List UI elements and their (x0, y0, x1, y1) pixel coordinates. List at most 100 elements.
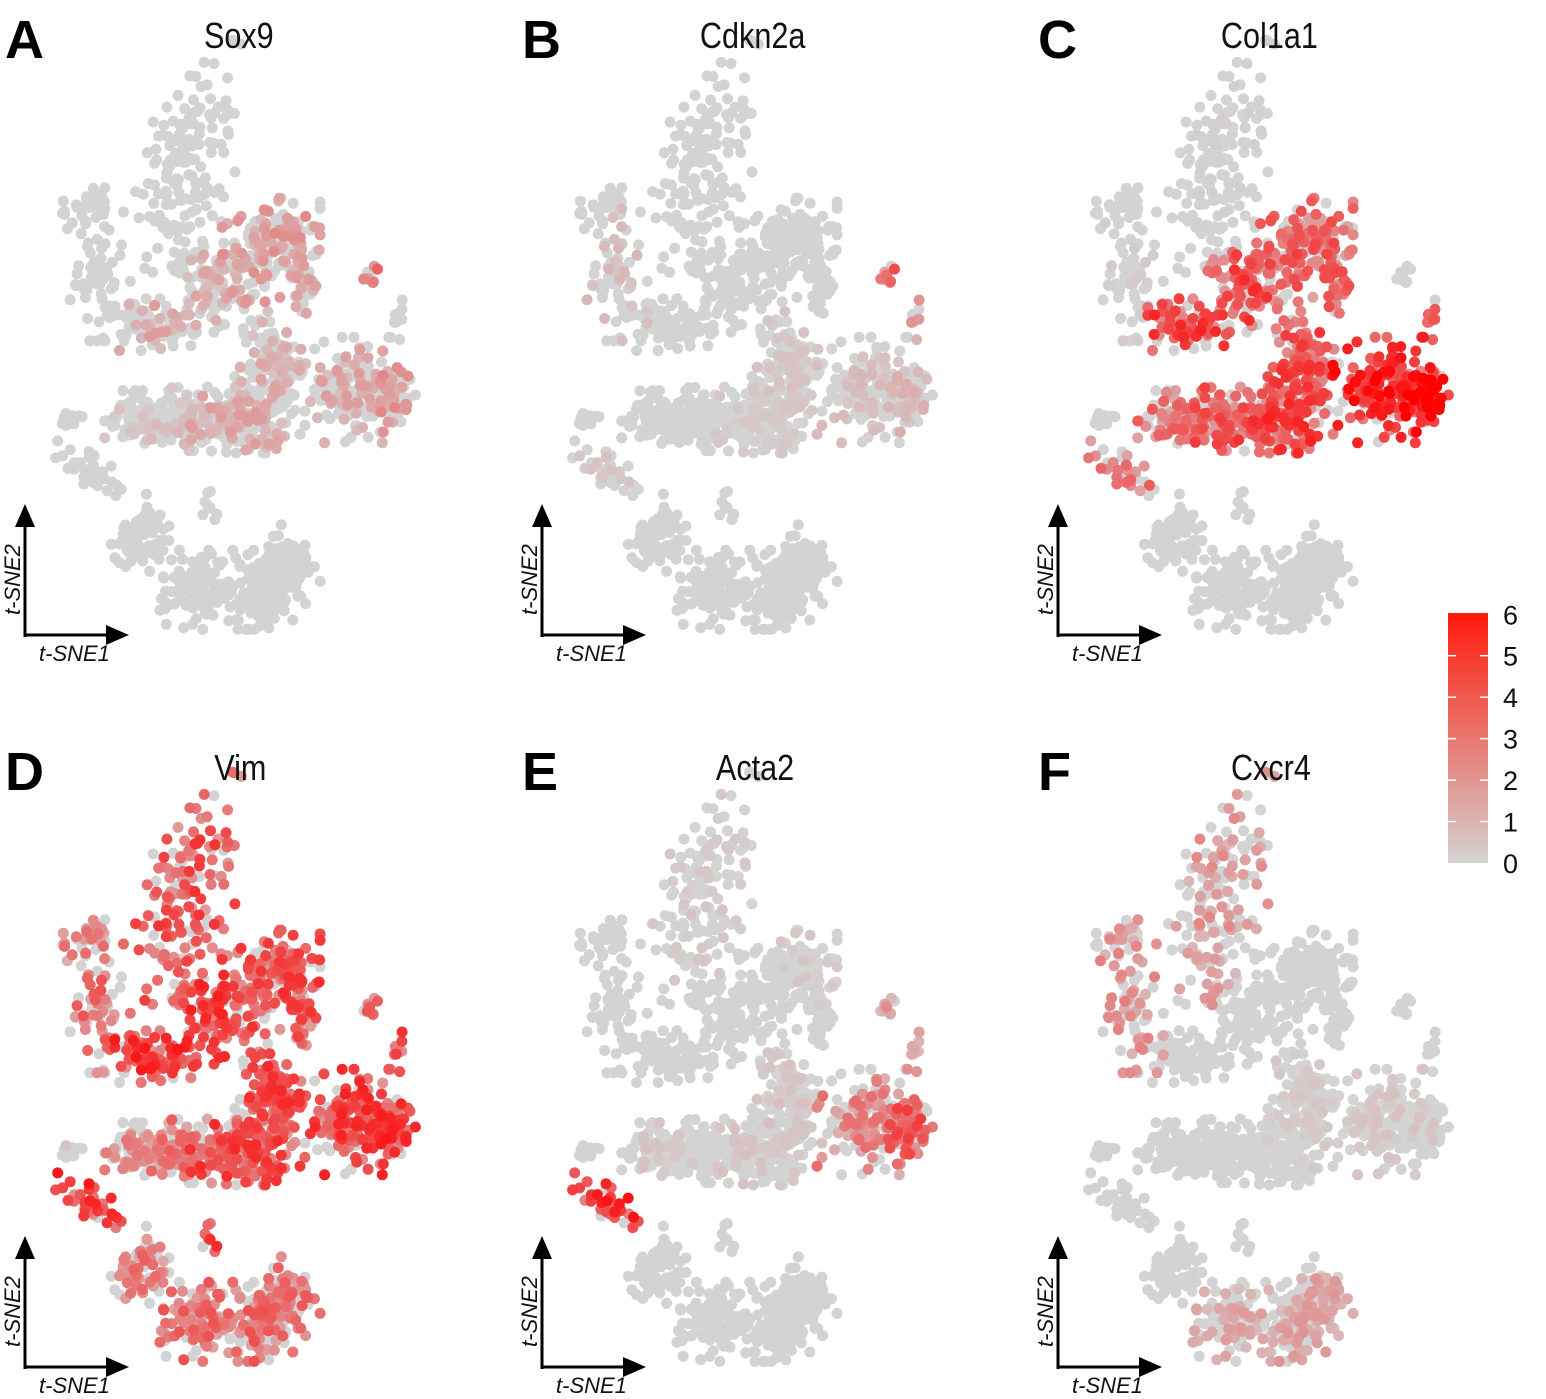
cell-point (1090, 195, 1102, 207)
cell-point (1275, 623, 1287, 635)
cell-point (195, 81, 207, 92)
cell-point (748, 435, 759, 447)
cell-point (218, 146, 230, 158)
cell-point (1297, 594, 1309, 606)
cell-point (1176, 540, 1188, 552)
cell-point (1146, 403, 1158, 415)
cell-point (882, 401, 894, 413)
cell-point (735, 285, 747, 297)
cell-point (1221, 601, 1233, 613)
cell-point (853, 401, 865, 413)
cell-point (136, 305, 148, 317)
cell-point (172, 427, 184, 439)
cell-point (749, 214, 761, 226)
cell-point (1251, 191, 1262, 203)
cell-point (183, 169, 195, 181)
cell-point (1136, 224, 1148, 236)
cell-point (269, 381, 281, 393)
cell-point (141, 147, 153, 159)
cell-point (1185, 242, 1197, 254)
cell-point (1228, 161, 1240, 173)
cell-point (298, 260, 310, 272)
cell-point (1153, 561, 1165, 572)
cell-point (291, 272, 303, 284)
cell-point (377, 370, 389, 381)
cell-point (263, 622, 275, 634)
cell-point (314, 575, 326, 587)
cell-point (1295, 306, 1307, 317)
cell-point (670, 209, 682, 221)
cell-point (206, 548, 217, 560)
cell-point (1310, 208, 1322, 220)
cell-point (817, 552, 829, 563)
cell-point (731, 556, 743, 568)
cell-point (631, 249, 643, 261)
cell-point (144, 211, 156, 223)
cell-point (714, 623, 726, 635)
cell-point (654, 188, 666, 200)
cell-point (158, 222, 170, 234)
cell-point (701, 70, 713, 82)
cell-point (206, 210, 218, 222)
cell-point (196, 583, 208, 595)
cell-point (1192, 603, 1204, 615)
cell-point (159, 603, 171, 615)
cell-point (809, 299, 821, 311)
cell-point (794, 401, 806, 413)
cell-point (164, 140, 176, 152)
cell-point (1232, 298, 1244, 310)
cell-point (757, 253, 768, 265)
cell-point (157, 571, 169, 583)
cell-point (781, 594, 793, 606)
cell-point (186, 566, 198, 578)
cell-point (689, 587, 701, 599)
cell-point (1253, 95, 1265, 107)
cell-point (1275, 228, 1287, 240)
cell-point (1223, 178, 1235, 189)
cell-point (735, 191, 746, 203)
cell-point (1198, 554, 1210, 566)
cell-point (254, 590, 266, 602)
panel-title: Cdkn2a (700, 17, 806, 57)
cell-point (641, 528, 653, 540)
cell-point (1242, 386, 1254, 398)
cell-point (154, 313, 166, 324)
cell-point (1093, 417, 1105, 429)
cell-point (312, 412, 323, 424)
cell-point (168, 598, 180, 610)
cell-point (658, 147, 670, 159)
cell-point (1117, 247, 1129, 259)
cell-point (680, 385, 692, 397)
cell-point (242, 278, 254, 290)
cell-point (855, 370, 867, 382)
cell-point (698, 412, 710, 424)
cell-point (607, 212, 619, 223)
cell-point (784, 398, 795, 410)
cell-point (712, 264, 724, 276)
cell-point (1108, 228, 1120, 240)
cell-point (736, 248, 747, 260)
cell-point (84, 335, 96, 347)
cell-point (168, 219, 180, 231)
cell-point (232, 215, 244, 227)
cell-point (1095, 462, 1107, 474)
cell-point (805, 389, 817, 401)
cell-point (721, 109, 732, 121)
cell-point (152, 242, 164, 254)
cell-point (196, 593, 208, 605)
cell-point (125, 397, 137, 409)
cell-point (1170, 188, 1182, 200)
cell-point (724, 609, 736, 621)
cell-point (216, 221, 228, 233)
cell-point (1263, 447, 1275, 459)
cell-point (1153, 429, 1165, 441)
cell-point (222, 125, 234, 137)
cell-point (229, 166, 241, 178)
cell-point (148, 179, 160, 191)
cell-point (1211, 573, 1223, 585)
cell-point (79, 471, 91, 483)
cell-point (276, 366, 288, 378)
cell-point (1329, 568, 1341, 580)
cell-point (792, 519, 804, 531)
